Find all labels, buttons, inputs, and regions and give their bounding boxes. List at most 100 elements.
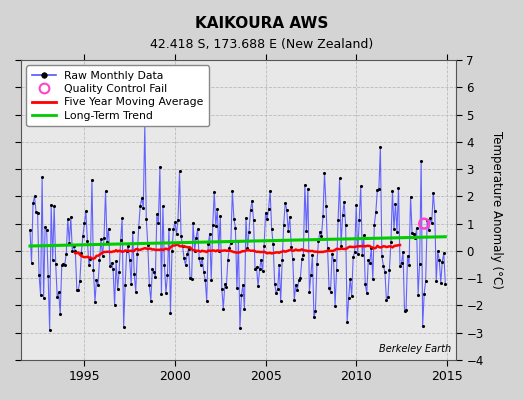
Point <box>59 260 68 267</box>
Point <box>364 257 373 263</box>
Point <box>156 164 164 170</box>
Point <box>349 254 357 260</box>
Point <box>196 262 205 268</box>
Point <box>188 276 196 282</box>
Point <box>335 175 344 182</box>
Point <box>231 224 239 231</box>
Point <box>107 260 116 266</box>
Point <box>75 278 84 284</box>
Point <box>147 298 155 304</box>
Point <box>269 241 277 248</box>
Point <box>82 208 90 214</box>
Point <box>225 244 234 251</box>
Point <box>165 225 173 232</box>
Point <box>63 216 72 222</box>
Point <box>435 257 443 263</box>
Point <box>423 217 431 224</box>
Point <box>61 262 69 268</box>
Point <box>253 264 261 270</box>
Point <box>245 229 253 235</box>
Point <box>104 225 113 232</box>
Point <box>224 257 232 263</box>
Point <box>414 291 422 298</box>
Point <box>272 290 280 296</box>
Point <box>113 286 122 292</box>
Point <box>159 203 167 210</box>
Point <box>166 310 174 316</box>
Point <box>213 206 222 212</box>
Point <box>115 268 123 275</box>
Point <box>278 256 287 263</box>
Point <box>393 229 401 235</box>
Point <box>286 213 294 220</box>
Point <box>356 183 365 190</box>
Point <box>65 239 73 246</box>
Point <box>429 189 438 196</box>
Point <box>397 260 406 266</box>
Point <box>221 281 229 287</box>
Point <box>198 254 206 261</box>
Point <box>195 255 203 261</box>
Point <box>34 210 42 216</box>
Point <box>433 248 442 255</box>
Point <box>298 256 306 263</box>
Point <box>56 311 64 317</box>
Point <box>32 209 40 216</box>
Point <box>299 252 308 258</box>
Point <box>342 222 350 228</box>
Point <box>384 293 392 300</box>
Point <box>151 274 159 280</box>
Point <box>123 248 131 254</box>
Point <box>186 275 194 281</box>
Point <box>346 276 354 282</box>
Point <box>257 256 265 263</box>
Point <box>270 280 279 287</box>
Point <box>441 281 450 287</box>
Point <box>89 266 97 273</box>
Point <box>207 277 215 283</box>
Point <box>85 262 93 268</box>
Point <box>183 251 191 258</box>
Point <box>367 245 376 251</box>
Point <box>334 217 342 224</box>
Point <box>92 277 101 283</box>
Point <box>379 263 388 269</box>
Point <box>86 256 95 262</box>
Point <box>58 262 66 269</box>
Point <box>172 230 181 237</box>
Point <box>26 227 34 234</box>
Point <box>330 257 338 264</box>
Point <box>100 235 108 242</box>
Point <box>106 262 114 269</box>
Point <box>343 319 352 325</box>
Point <box>200 268 208 275</box>
Point <box>381 268 389 275</box>
Point <box>239 281 247 288</box>
Point <box>47 201 56 208</box>
Point <box>292 282 300 288</box>
Point <box>169 226 178 232</box>
Point <box>354 251 362 257</box>
Point <box>139 204 147 211</box>
Point <box>358 252 366 258</box>
Y-axis label: Temperature Anomaly (°C): Temperature Anomaly (°C) <box>490 131 503 289</box>
Point <box>267 225 276 232</box>
Point <box>70 242 78 249</box>
Point <box>136 203 145 209</box>
Point <box>50 203 58 209</box>
Point <box>408 230 416 236</box>
Point <box>424 227 433 233</box>
Point <box>227 240 235 246</box>
Point <box>217 286 226 292</box>
Point <box>29 200 37 206</box>
Point <box>148 266 157 272</box>
Point <box>79 233 87 239</box>
Point <box>210 189 219 195</box>
Point <box>372 209 380 215</box>
Point <box>178 242 187 249</box>
Point <box>332 266 341 273</box>
Point <box>140 122 149 129</box>
Point <box>163 272 172 279</box>
Point <box>193 226 202 232</box>
Point <box>322 203 330 209</box>
